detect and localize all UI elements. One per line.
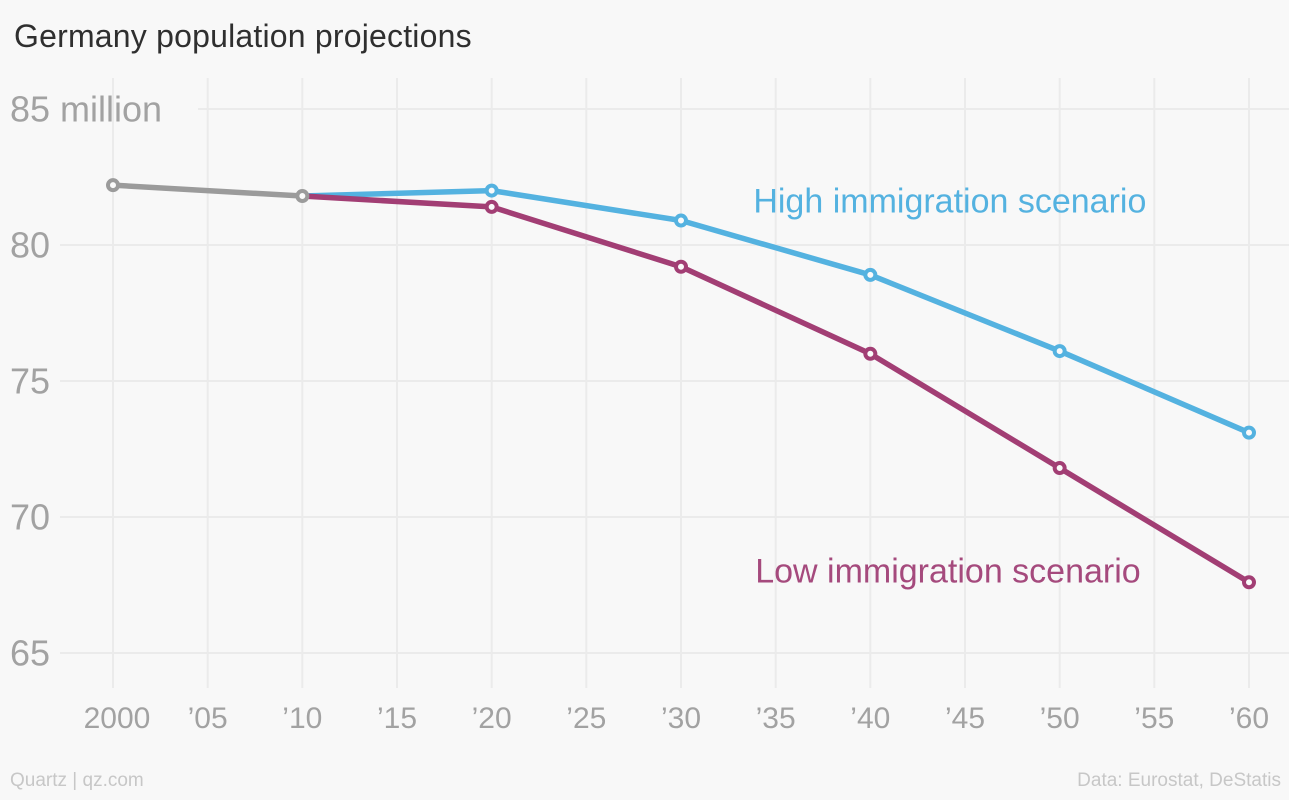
x-tick-label: ’50 bbox=[1040, 702, 1080, 735]
series-line-historical bbox=[110, 182, 306, 199]
source-attribution-right: Data: Eurostat, DeStatis bbox=[1077, 770, 1281, 791]
data-point-low-immigration-scenario bbox=[863, 346, 878, 361]
data-point-high-immigration-scenario bbox=[863, 267, 878, 282]
x-tick-label: ’15 bbox=[377, 702, 417, 735]
data-point-low-immigration-scenario bbox=[1052, 461, 1067, 476]
x-tick-label: ’25 bbox=[566, 702, 606, 735]
x-tick-label: ’40 bbox=[850, 702, 890, 735]
data-point-low-immigration-scenario bbox=[484, 199, 499, 214]
x-tick-label: ’05 bbox=[188, 702, 228, 735]
series-line-high-immigration-scenario bbox=[299, 187, 1252, 436]
y-tick-label: 75 bbox=[10, 361, 50, 402]
data-point-historical bbox=[295, 189, 310, 204]
data-point-high-immigration-scenario bbox=[1052, 344, 1067, 359]
y-tick-label: 80 bbox=[10, 225, 50, 266]
x-tick-label: ’20 bbox=[472, 702, 512, 735]
x-tick-label: ’30 bbox=[661, 702, 701, 735]
y-tick-label: 65 bbox=[10, 633, 50, 674]
x-tick-label: ’55 bbox=[1134, 702, 1174, 735]
source-attribution-left: Quartz | qz.com bbox=[10, 770, 144, 791]
series-line-low-immigration-scenario bbox=[299, 193, 1252, 586]
data-point-historical bbox=[106, 178, 120, 193]
data-point-high-immigration-scenario bbox=[674, 213, 688, 228]
y-tick-label: 85 million bbox=[10, 89, 162, 130]
x-tick-label: ’35 bbox=[756, 702, 796, 735]
high-scenario-label: High immigration scenario bbox=[753, 182, 1146, 220]
x-tick-label: ’45 bbox=[945, 702, 985, 735]
chart-title: Germany population projections bbox=[14, 18, 472, 54]
x-tick-label: ’10 bbox=[282, 702, 322, 735]
low-scenario-label: Low immigration scenario bbox=[755, 552, 1141, 590]
data-point-low-immigration-scenario bbox=[674, 259, 688, 274]
y-tick-label: 70 bbox=[10, 497, 50, 538]
x-tick-label: ’60 bbox=[1229, 702, 1269, 735]
data-point-high-immigration-scenario bbox=[484, 183, 499, 198]
x-tick-label: 2000 bbox=[84, 702, 151, 735]
data-point-high-immigration-scenario bbox=[1242, 425, 1256, 440]
data-point-low-immigration-scenario bbox=[1242, 575, 1256, 590]
